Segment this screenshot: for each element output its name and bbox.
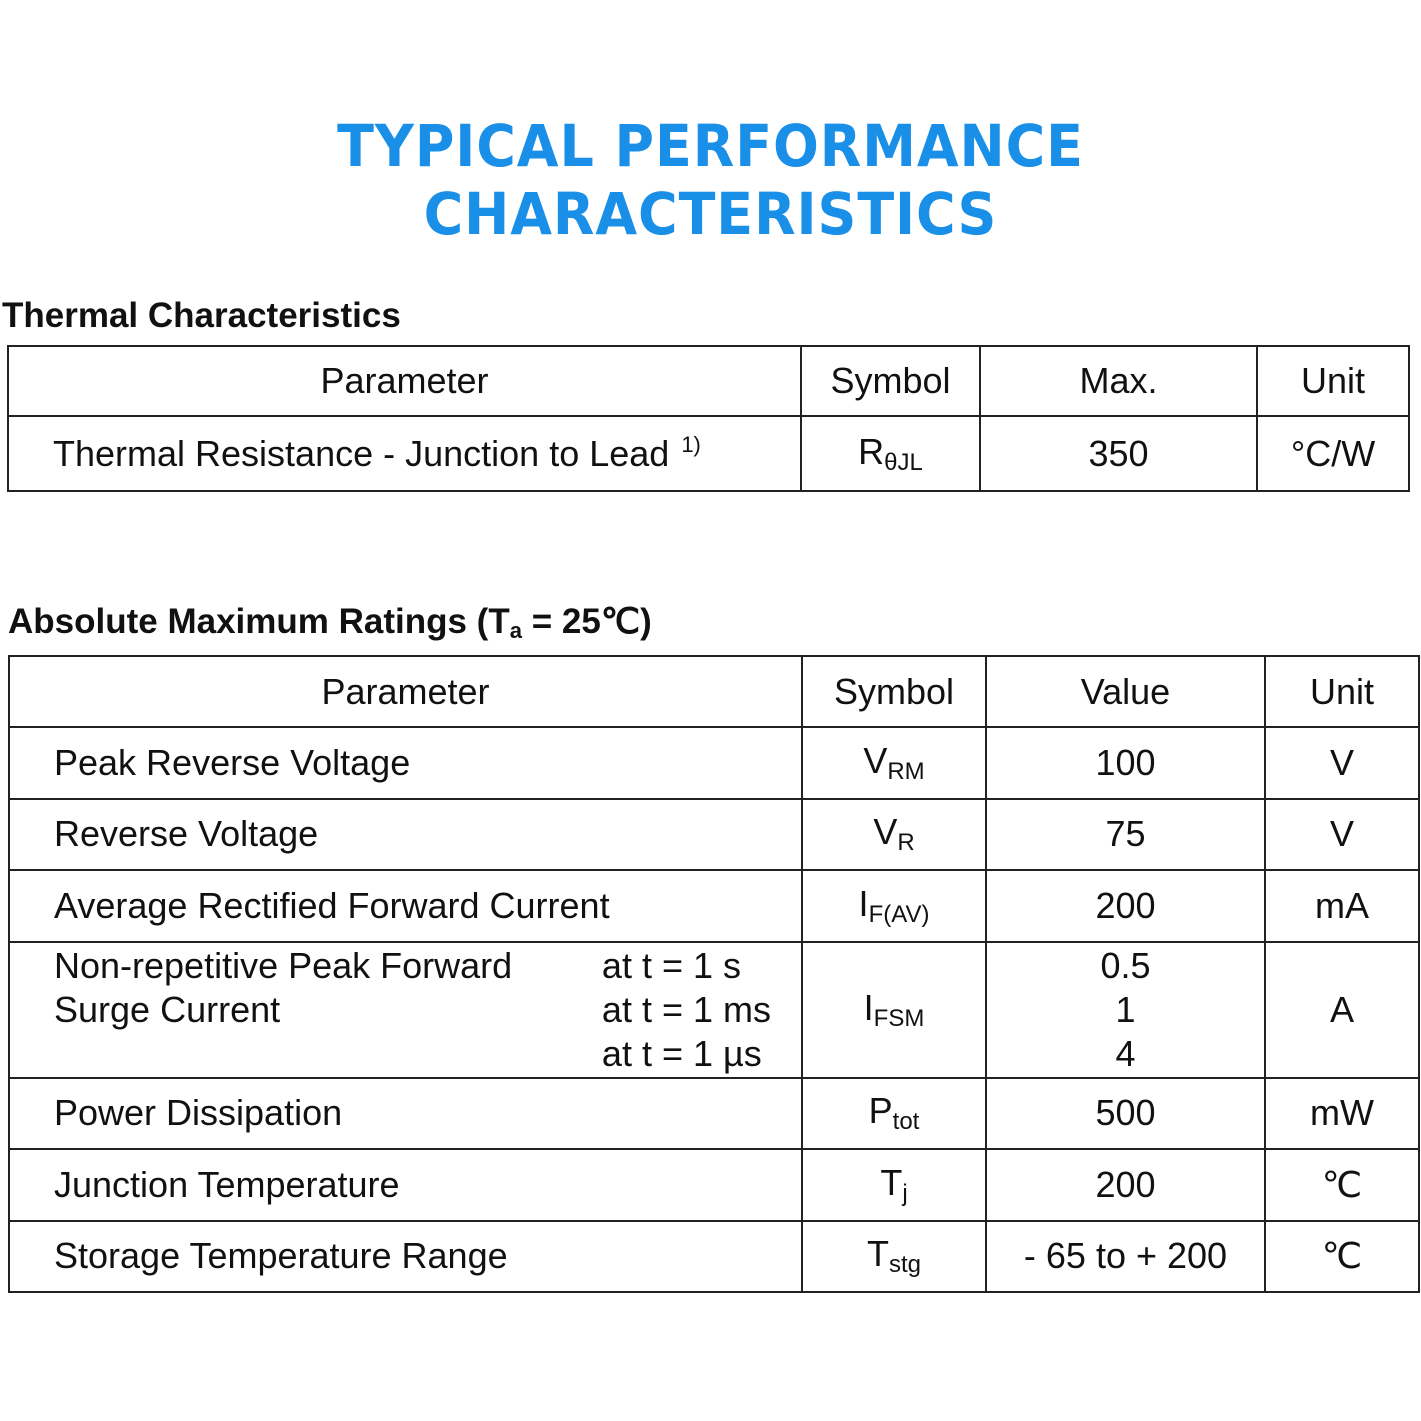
- header-parameter: Parameter: [8, 655, 803, 728]
- table-row: Peak Reverse Voltage VRM 100 V: [8, 726, 1420, 800]
- symbol-cell: IFSM: [801, 940, 987, 1079]
- header-max: Max.: [979, 345, 1258, 417]
- value-cell: 350: [979, 415, 1258, 492]
- unit-cell: °C/W: [1256, 415, 1410, 492]
- unit-cell: V: [1264, 726, 1420, 800]
- table-row-surge: Non-repetitive Peak Forward Surge Current…: [8, 940, 1420, 1079]
- symbol-cell: IF(AV): [801, 869, 987, 943]
- header-symbol: Symbol: [801, 655, 987, 728]
- symbol-cell: RθJL: [800, 415, 981, 492]
- symbol-cell: Tj: [801, 1148, 987, 1222]
- unit-cell: V: [1264, 797, 1420, 871]
- unit-cell: ℃: [1264, 1148, 1420, 1222]
- value-cell: 500: [985, 1076, 1266, 1150]
- parameter-cell: Power Dissipation: [8, 1076, 803, 1150]
- table-row: Reverse Voltage VR 75 V: [8, 797, 1420, 871]
- value-cell: - 65 to + 200: [985, 1219, 1266, 1293]
- header-unit: Unit: [1256, 345, 1410, 417]
- table-header-row: Parameter Symbol Value Unit: [8, 655, 1420, 728]
- symbol-cell: Ptot: [801, 1076, 987, 1150]
- unit-cell: A: [1264, 940, 1420, 1079]
- table-row: Thermal Resistance - Junction to Lead 1) …: [7, 415, 1410, 492]
- unit-cell: mW: [1264, 1076, 1420, 1150]
- parameter-cell: Reverse Voltage: [8, 797, 803, 871]
- thermal-table: Parameter Symbol Max. Unit Thermal Resis…: [7, 345, 1410, 492]
- table-header-row: Parameter Symbol Max. Unit: [7, 345, 1410, 417]
- parameter-cell: Junction Temperature: [8, 1148, 803, 1222]
- symbol-cell: VRM: [801, 726, 987, 800]
- value-cell: 200: [985, 869, 1266, 943]
- table-row: Average Rectified Forward Current IF(AV)…: [8, 869, 1420, 943]
- parameter-cell: Storage Temperature Range: [8, 1219, 803, 1293]
- ratings-table: Parameter Symbol Value Unit Peak Reverse…: [8, 655, 1420, 1293]
- header-symbol: Symbol: [800, 345, 981, 417]
- unit-cell: ℃: [1264, 1219, 1420, 1293]
- ratings-heading: Absolute Maximum Ratings (Ta = 25℃): [8, 602, 652, 643]
- symbol-cell: Tstg: [801, 1219, 987, 1293]
- conditions: at t = 1 s at t = 1 ms at t = 1 µs: [601, 944, 771, 1074]
- table-row: Power Dissipation Ptot 500 mW: [8, 1076, 1420, 1150]
- parameter-cell: Thermal Resistance - Junction to Lead 1): [7, 415, 802, 492]
- header-value: Value: [985, 655, 1266, 728]
- unit-cell: mA: [1264, 869, 1420, 943]
- thermal-heading: Thermal Characteristics: [2, 296, 401, 335]
- parameter-cell: Peak Reverse Voltage: [8, 726, 803, 800]
- footnote: 1): [681, 432, 701, 457]
- value-cell: 200: [985, 1148, 1266, 1222]
- value-cell: 75: [985, 797, 1266, 871]
- header-unit: Unit: [1264, 655, 1420, 728]
- parameter-cell: Average Rectified Forward Current: [8, 869, 803, 943]
- page-title: TYPICAL PERFORMANCE CHARACTERISTICS: [337, 112, 1084, 248]
- table-row: Junction Temperature Tj 200 ℃: [8, 1148, 1420, 1222]
- parameter-cell: Non-repetitive Peak Forward Surge Current…: [8, 940, 803, 1079]
- value-cell: 0.5 1 4: [985, 940, 1266, 1079]
- header-parameter: Parameter: [7, 345, 802, 417]
- table-row: Storage Temperature Range Tstg - 65 to +…: [8, 1219, 1420, 1293]
- symbol-cell: VR: [801, 797, 987, 871]
- value-cell: 100: [985, 726, 1266, 800]
